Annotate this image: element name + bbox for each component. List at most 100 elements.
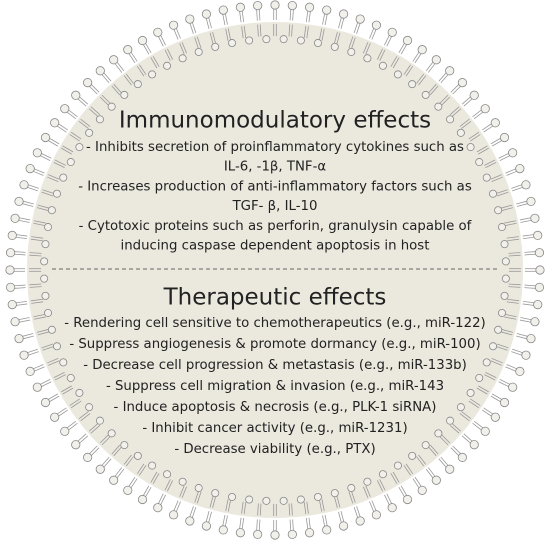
lipid-tail <box>519 217 532 221</box>
lipid-head <box>363 54 372 63</box>
lipid-tail <box>80 413 91 422</box>
lipid-tail <box>348 491 354 504</box>
lipid-tail <box>491 176 503 183</box>
lipid-tail <box>512 186 524 192</box>
lipid-head <box>371 20 382 30</box>
lipid-tail <box>491 393 503 401</box>
lipid-tail <box>412 51 420 62</box>
lipid-tail <box>449 424 460 434</box>
lipid-tail <box>427 62 436 73</box>
effect-item: - Suppress cell migration & invasion (e.… <box>106 379 444 394</box>
lipid-tail <box>429 85 439 96</box>
lipid-head <box>123 45 133 55</box>
effect-item: inducing caspase dependent apoptosis in … <box>121 239 430 254</box>
lipid-head <box>47 325 56 334</box>
lipid-tail <box>76 433 87 443</box>
lipid-tail <box>173 28 179 40</box>
lipid-tail <box>90 106 101 116</box>
lipid-tail <box>414 476 422 488</box>
lipid-tail <box>353 21 359 33</box>
lipid-tail <box>130 51 138 62</box>
lipid-tail <box>499 154 511 161</box>
lipid-tail <box>303 502 307 515</box>
lipid-tail <box>522 300 535 304</box>
lipid-tail <box>452 85 462 95</box>
lipid-tail <box>17 219 30 223</box>
lipid-tail <box>167 48 174 60</box>
lipid-tail <box>356 506 361 518</box>
lipid-tail <box>102 458 112 469</box>
lipid-tail <box>524 284 537 287</box>
lipid-head <box>499 397 510 408</box>
lipid-tail <box>504 220 517 224</box>
lipid-head <box>262 35 271 44</box>
lipid-head <box>50 118 60 128</box>
lipid-tail <box>181 486 188 498</box>
lipid-tail <box>524 253 537 256</box>
lipid-head <box>402 494 413 505</box>
lipid-tail <box>100 456 110 467</box>
lipid-tail <box>451 108 462 117</box>
lipid-tail <box>56 407 67 415</box>
lipid-tail <box>257 24 259 37</box>
lipid-head <box>393 70 402 79</box>
lipid-head <box>14 333 24 344</box>
lipid-tail <box>13 253 26 256</box>
lipid-tail <box>152 56 160 67</box>
lipid-tail <box>490 137 502 145</box>
lipid-tail <box>500 204 513 209</box>
lipid-tail <box>376 48 383 60</box>
lipid-tail <box>33 316 46 320</box>
lipid-head <box>168 20 179 30</box>
lipid-tail <box>516 335 528 340</box>
lipid-head <box>47 206 56 215</box>
lipid-tail <box>403 64 411 75</box>
lipid-head <box>40 274 49 283</box>
lipid-head <box>313 492 322 501</box>
lipid-tail <box>508 286 521 288</box>
lipid-tail <box>324 514 328 527</box>
lipid-tail <box>459 118 470 127</box>
lipid-head <box>85 403 94 412</box>
lipid-tail <box>241 26 244 39</box>
lipid-tail <box>13 284 26 287</box>
lipid-tail <box>306 26 309 39</box>
lipid-tail <box>519 319 532 323</box>
lipid-tail <box>303 25 307 38</box>
lipid-tail <box>490 174 502 180</box>
lipid-tail <box>205 511 210 523</box>
lipid-head <box>482 358 491 367</box>
lipid-tail <box>386 493 393 505</box>
lipid-tail <box>324 13 328 26</box>
lipid-tail <box>139 64 147 75</box>
lipid-tail <box>516 203 529 207</box>
lipid-head <box>408 80 417 89</box>
lipid-tail <box>481 123 493 131</box>
lipid-tail <box>416 456 425 467</box>
lipid-head <box>338 9 349 19</box>
effect-item: - Decrease viability (e.g., PTX) <box>174 442 375 457</box>
lipid-tail <box>66 111 77 120</box>
lipid-head <box>5 265 15 275</box>
lipid-tail <box>338 16 342 29</box>
lipid-tail <box>225 499 229 512</box>
lipid-tail <box>57 123 69 131</box>
lipid-head <box>75 143 84 152</box>
lipid-tail <box>61 385 72 393</box>
lipid-tail <box>483 407 494 415</box>
lipid-head <box>228 492 237 501</box>
lipid-tail <box>506 236 519 239</box>
lipid-head <box>466 388 475 397</box>
lipid-tail <box>504 222 517 227</box>
lipid-head <box>168 510 179 520</box>
lipid-tail <box>289 8 292 21</box>
lipid-tail <box>384 494 391 506</box>
lipid-tail <box>499 379 511 386</box>
lipid-head <box>508 382 518 392</box>
lipid-head <box>228 39 237 48</box>
lipid-head <box>137 494 148 505</box>
lipid-tail <box>116 468 125 479</box>
lipid-tail <box>90 424 101 434</box>
lipid-tail <box>476 145 488 153</box>
lipid-tail <box>78 411 89 420</box>
